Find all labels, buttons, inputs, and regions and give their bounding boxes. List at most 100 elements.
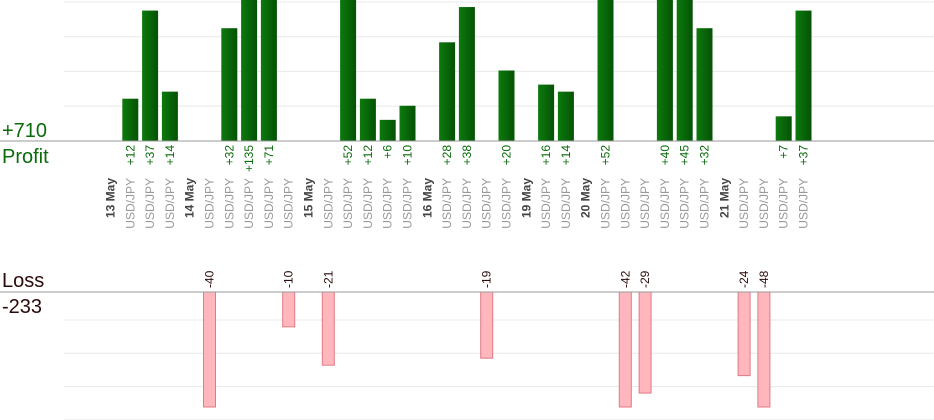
pair-label: USD/JPY (282, 178, 296, 229)
profit-value-label: +20 (500, 145, 514, 166)
loss-value-label: -24 (737, 270, 751, 288)
profit-value-label: +14 (163, 145, 177, 166)
bars (122, 0, 812, 408)
profit-value-label: +37 (143, 145, 157, 166)
loss-label: Loss (2, 270, 44, 292)
profit-bar (260, 0, 277, 141)
loss-value-label: -21 (321, 270, 335, 288)
profit-value-label: +52 (599, 145, 613, 166)
date-label: 13 May (104, 178, 118, 218)
profit-bar (122, 98, 139, 141)
loss-bar (618, 291, 632, 408)
profit-bar (340, 0, 357, 141)
profit-bar (696, 28, 713, 142)
pair-label: USD/JPY (321, 178, 335, 229)
profit-value-label: +32 (222, 145, 236, 166)
pair-label: USD/JPY (797, 178, 811, 229)
pair-label: USD/JPY (401, 178, 415, 229)
loss-total: -233 (2, 296, 42, 318)
labels: 13 May USD/JPY +12 USD/JPY +37 USD/JPY +14 14 M… (104, 145, 811, 288)
profit-bar (241, 0, 258, 141)
profit-bar (597, 0, 614, 141)
date-label: 16 May (420, 178, 434, 218)
pair-label: USD/JPY (737, 178, 751, 229)
profit-bar (379, 119, 396, 141)
date-label: 20 May (579, 178, 593, 218)
loss-value-label: -29 (638, 270, 652, 288)
pair-label: USD/JPY (123, 178, 137, 229)
profit-value-label: +14 (559, 145, 573, 166)
pair-label: USD/JPY (559, 178, 573, 229)
pair-label: USD/JPY (222, 178, 236, 229)
loss-bar (321, 291, 335, 366)
profit-value-label: +52 (341, 145, 355, 166)
profit-bar (656, 0, 673, 141)
loss-bar (737, 291, 751, 377)
pair-label: USD/JPY (341, 178, 355, 229)
profit-bar (775, 116, 792, 141)
loss-bar (757, 291, 771, 408)
pair-label: USD/JPY (678, 178, 692, 229)
profit-bar (142, 10, 159, 142)
loss-bar (638, 291, 652, 394)
date-label: 15 May (302, 178, 316, 218)
pair-label: USD/JPY (163, 178, 177, 229)
profit-value-label: +16 (539, 145, 553, 166)
profit-bar (538, 84, 555, 141)
pair-label: USD/JPY (638, 178, 652, 229)
profit-bar (359, 98, 376, 141)
pair-label: USD/JPY (658, 178, 672, 229)
loss-bar (282, 291, 296, 328)
pair-label: USD/JPY (500, 178, 514, 229)
profit-total: +710 (2, 120, 47, 142)
profit-bar (676, 0, 693, 141)
profit-bar (399, 105, 416, 141)
pair-label: USD/JPY (203, 178, 217, 229)
pair-label: USD/JPY (262, 178, 276, 229)
pair-label: USD/JPY (618, 178, 632, 229)
profit-value-label: +38 (460, 145, 474, 166)
profit-bar (498, 70, 515, 141)
profit-bar (439, 42, 456, 141)
profit-value-label: +12 (361, 145, 375, 166)
loss-value-label: -19 (480, 270, 494, 288)
profit-value-label: +12 (123, 145, 137, 166)
pair-label: USD/JPY (440, 178, 454, 229)
profit-value-label: +10 (401, 145, 415, 166)
profit-bar (795, 10, 812, 142)
pair-label: USD/JPY (539, 178, 553, 229)
profit-value-label: +135 (242, 145, 256, 172)
profit-value-label: +32 (698, 145, 712, 166)
profit-value-label: +45 (678, 145, 692, 166)
pair-label: USD/JPY (143, 178, 157, 229)
pair-label: USD/JPY (480, 178, 494, 229)
date-label: 19 May (519, 178, 533, 218)
profit-bar (458, 7, 475, 141)
pair-label: USD/JPY (242, 178, 256, 229)
profit-value-label: +7 (777, 145, 791, 159)
pair-label: USD/JPY (460, 178, 474, 229)
loss-value-label: -40 (203, 270, 217, 288)
date-label: 21 May (717, 178, 731, 218)
loss-value-label: -10 (282, 270, 296, 288)
profit-label: Profit (2, 146, 49, 168)
loss-value-label: -48 (757, 270, 771, 288)
profit-bar (161, 91, 178, 141)
profit-value-label: +28 (440, 145, 454, 166)
pair-label: USD/JPY (777, 178, 791, 229)
loss-bar (203, 291, 216, 408)
pair-label: USD/JPY (361, 178, 375, 229)
profit-value-label: +6 (381, 145, 395, 159)
pair-label: USD/JPY (757, 178, 771, 229)
profit-value-label: +37 (797, 145, 811, 166)
pair-label: USD/JPY (599, 178, 613, 229)
profit-bar (221, 28, 238, 142)
loss-value-label: -42 (618, 270, 632, 288)
profit-bar (557, 91, 574, 141)
pair-label: USD/JPY (381, 178, 395, 229)
profit-value-label: +40 (658, 145, 672, 166)
loss-bar (480, 291, 494, 359)
profit-value-label: +71 (262, 145, 276, 166)
date-label: 14 May (183, 178, 197, 218)
